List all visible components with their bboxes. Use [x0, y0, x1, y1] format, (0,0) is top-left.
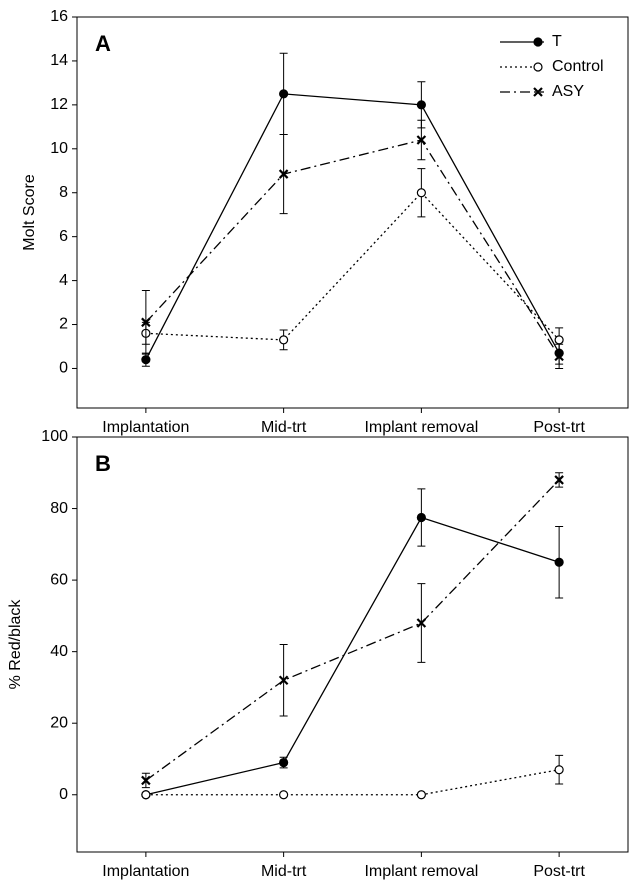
marker [416, 618, 427, 628]
y-tick-label: 10 [50, 140, 68, 157]
marker [141, 775, 151, 786]
series-line [145, 516, 560, 796]
marker [533, 62, 543, 72]
y-axis-label: Molt Score [21, 174, 38, 251]
x-tick-label: Implant removal [364, 419, 478, 436]
marker [554, 557, 564, 567]
y-tick-label: 60 [50, 571, 68, 588]
y-tick-label: 40 [50, 643, 68, 660]
marker [554, 351, 564, 362]
legend-label: T [552, 33, 562, 50]
marker [554, 475, 564, 485]
series-line [145, 191, 560, 341]
x-tick-label: Implantation [102, 419, 189, 436]
series-line [145, 769, 560, 796]
x-tick-label: Implant removal [364, 863, 478, 880]
x-tick-label: Post-trt [533, 863, 585, 880]
y-axis-label: % Red/black [7, 599, 24, 690]
plot-frame [76, 436, 629, 853]
y-tick-label: 8 [59, 184, 68, 201]
x-tick-label: Mid-trt [261, 419, 307, 436]
panel-label: A [95, 31, 111, 56]
marker [279, 89, 289, 99]
marker [141, 355, 151, 365]
y-tick-label: 14 [50, 52, 68, 69]
x-tick-label: Implantation [102, 863, 189, 880]
marker [416, 135, 427, 145]
marker [279, 335, 289, 345]
marker [533, 87, 543, 97]
plot-frame [76, 16, 629, 409]
marker [278, 169, 289, 179]
marker [533, 37, 543, 47]
marker [416, 790, 426, 800]
panel-label: B [95, 451, 111, 476]
y-tick-label: 4 [59, 272, 68, 289]
y-tick-label: 100 [41, 428, 68, 445]
marker [141, 790, 151, 800]
x-tick-label: Mid-trt [261, 863, 307, 880]
marker [279, 790, 289, 800]
marker [416, 512, 426, 523]
marker [554, 335, 564, 345]
y-tick-label: 16 [50, 8, 68, 25]
series-line [145, 93, 560, 360]
marker [554, 765, 564, 775]
y-tick-label: 0 [59, 360, 68, 377]
marker [416, 188, 426, 198]
marker [279, 757, 289, 768]
series-line [145, 139, 560, 357]
y-tick-label: 0 [59, 786, 68, 803]
y-tick-label: 6 [59, 228, 68, 245]
legend-label: Control [552, 58, 604, 75]
y-tick-label: 20 [50, 714, 68, 731]
marker [141, 317, 151, 328]
x-tick-label: Post-trt [533, 419, 585, 436]
legend-label: ASY [552, 83, 584, 100]
marker [416, 100, 426, 110]
y-tick-label: 2 [59, 316, 68, 333]
series-line [145, 479, 560, 781]
y-tick-label: 80 [50, 500, 68, 517]
y-tick-label: 12 [50, 96, 68, 113]
marker [278, 675, 289, 686]
